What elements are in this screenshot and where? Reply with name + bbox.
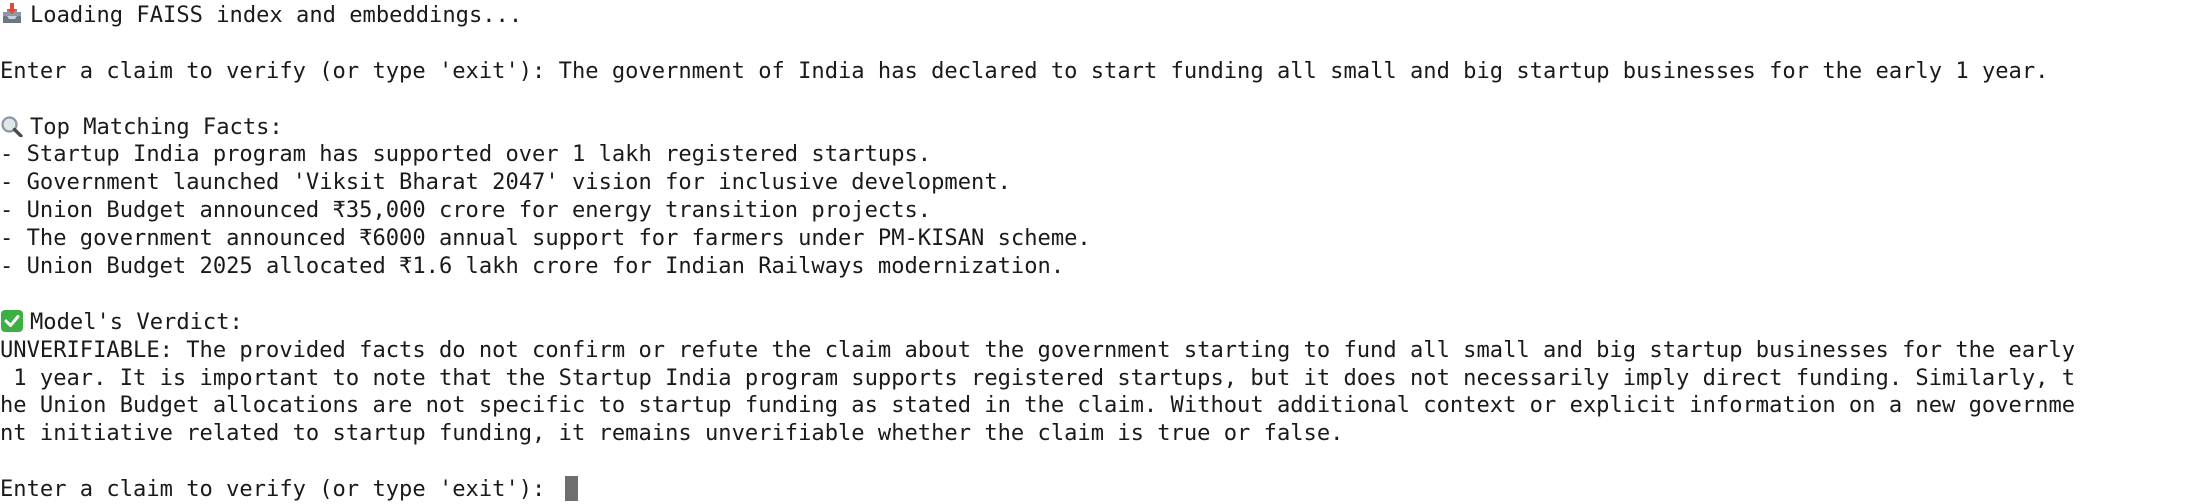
claim-input-text: The government of India has declared to … <box>558 57 2049 84</box>
blank-line <box>0 30 2202 58</box>
verdict-text-line: 1 year. It is important to note that the… <box>0 364 2076 391</box>
final-prompt-label: Enter a claim to verify (or type 'exit')… <box>0 476 559 503</box>
fact-item: - Union Budget 2025 allocated ₹1.6 lakh … <box>0 253 1065 280</box>
verdict-text-line: he Union Budget allocations are not spec… <box>0 392 2076 419</box>
verdict-text-line: UNVERIFIABLE: The provided facts do not … <box>0 336 2076 363</box>
blank-line <box>0 86 2202 114</box>
final-prompt-line[interactable]: Enter a claim to verify (or type 'exit')… <box>0 476 2202 504</box>
fact-item: - Union Budget announced ₹35,000 crore f… <box>0 197 932 224</box>
blank-line <box>0 448 2202 476</box>
text-cursor <box>564 476 578 502</box>
verdict-heading: Model's Verdict: <box>30 308 243 335</box>
fact-item: - Government launched 'Viksit Bharat 204… <box>0 169 1011 196</box>
verdict-heading-line: Model's Verdict: <box>0 309 2202 337</box>
loading-line: Loading FAISS index and embeddings... <box>0 2 2202 30</box>
check-mark-icon <box>1 309 23 332</box>
claim-prompt-line: Enter a claim to verify (or type 'exit')… <box>0 58 2202 86</box>
loading-text: Loading FAISS index and embeddings... <box>30 2 523 28</box>
inbox-tray-icon <box>3 3 21 23</box>
fact-item: - The government announced ₹6000 annual … <box>0 225 1091 252</box>
facts-heading: Top Matching Facts: <box>30 113 283 140</box>
fact-item: - Startup India program has supported ov… <box>0 141 932 168</box>
prompt-label: Enter a claim to verify (or type 'exit')… <box>0 57 559 84</box>
magnifying-glass-icon <box>1 115 23 137</box>
verdict-text-line: nt initiative related to startup funding… <box>0 420 1344 447</box>
blank-line <box>0 281 2202 309</box>
facts-heading-line: Top Matching Facts: <box>0 114 2202 142</box>
